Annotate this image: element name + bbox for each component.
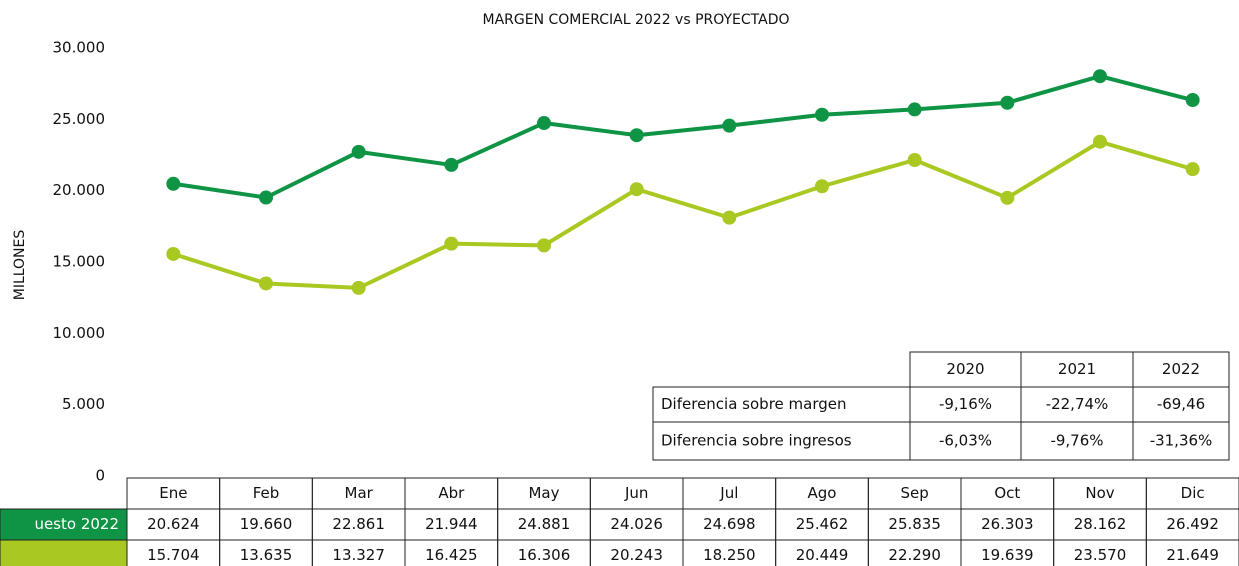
value-label: 19.660 [240, 515, 293, 533]
value-label: 25.835 [888, 515, 941, 533]
data-point [1093, 69, 1107, 84]
data-point [166, 176, 181, 191]
value-label: 25.462 [796, 515, 849, 533]
x-tick-label: Jul [719, 484, 738, 502]
x-tick-label: Oct [994, 484, 1020, 502]
data-point [444, 157, 459, 172]
data-point [722, 210, 737, 225]
chart-title: MARGEN COMERCIAL 2022 vs PROYECTADO [482, 12, 789, 28]
data-point [351, 144, 366, 159]
x-tick-label: Dic [1181, 484, 1205, 502]
value-label: 28.162 [1074, 515, 1127, 533]
legend-swatch [0, 539, 128, 566]
table-row-label: Diferencia sobre ingresos [661, 432, 852, 450]
table-cell-text: -69,46 [1157, 395, 1205, 413]
table-header: 2020 [946, 360, 984, 378]
y-axis-label: MILLONES [12, 230, 28, 301]
value-label: 18.250 [703, 546, 756, 564]
value-label: 22.861 [332, 515, 385, 533]
y-tick-label: 15.000 [53, 253, 106, 271]
value-label: 20.243 [610, 546, 663, 564]
value-label: 13.635 [240, 546, 293, 564]
value-label: 16.425 [425, 546, 478, 564]
value-label: 24.881 [518, 515, 571, 533]
y-tick-label: 20.000 [53, 181, 106, 199]
value-label: 20.449 [796, 546, 849, 564]
legend-swatch [0, 508, 128, 541]
x-tick-label: Mar [345, 484, 374, 502]
y-tick-label: 5.000 [62, 395, 105, 413]
value-label: 24.698 [703, 515, 756, 533]
series-line [173, 74, 1194, 200]
table-cell-text: -31,36% [1150, 432, 1213, 450]
data-point [444, 236, 459, 251]
x-tick-label: Abr [438, 484, 465, 502]
data-point [1000, 95, 1015, 110]
value-label: 24.026 [610, 515, 663, 533]
data-point [537, 116, 551, 131]
value-label: 19.639 [981, 546, 1034, 564]
data-point [815, 179, 829, 194]
data-point [259, 276, 273, 291]
value-label: 13.327 [332, 546, 385, 564]
table-row-label: Diferencia sobre margen [661, 395, 847, 413]
data-point [1093, 134, 1107, 149]
value-label: 23.570 [1074, 546, 1127, 564]
value-label: 21.944 [425, 515, 478, 533]
x-tick-label: Ago [808, 484, 837, 502]
series-line [172, 139, 1194, 290]
data-point [1185, 93, 1200, 108]
x-tick-label: May [528, 484, 559, 502]
value-label: 21.649 [1166, 546, 1219, 564]
y-tick-label: 25.000 [53, 110, 106, 128]
x-tick-label: Ene [159, 484, 187, 502]
table-cell [1132, 421, 1230, 461]
value-label: 26.492 [1166, 515, 1219, 533]
value-label: 22.290 [888, 546, 941, 564]
data-point [629, 182, 644, 197]
data-point [722, 118, 737, 133]
table-cell [1145, 539, 1239, 566]
x-tick-label: Sep [901, 484, 929, 502]
data-point [907, 102, 922, 117]
value-label: 20.624 [147, 515, 200, 533]
data-point [815, 107, 829, 122]
table-cell-text: -9,76% [1050, 432, 1103, 450]
table-header: 2022 [1162, 360, 1200, 378]
data-point [1185, 162, 1200, 177]
table-header: 2021 [1058, 360, 1096, 378]
value-label: 16.306 [518, 546, 571, 564]
x-tick-label: Feb [253, 484, 280, 502]
data-point [629, 128, 644, 143]
value-label: 15.704 [147, 546, 200, 564]
legend-label: uesto 2022 [34, 515, 119, 533]
data-point [259, 190, 273, 205]
y-tick-label: 10.000 [53, 324, 106, 342]
x-tick-label: Jun [624, 484, 648, 502]
y-tick-label: 0 [95, 467, 105, 485]
data-point [907, 152, 922, 167]
table-cell-text: -9,16% [939, 395, 992, 413]
data-point [537, 238, 551, 253]
value-label: 26.303 [981, 515, 1034, 533]
data-point [351, 280, 366, 295]
x-tick-label: Nov [1085, 484, 1114, 502]
table-cell-text: -22,74% [1046, 395, 1109, 413]
data-point [166, 246, 181, 261]
y-tick-label: 30.000 [53, 39, 106, 57]
table-cell-text: -6,03% [939, 432, 992, 450]
data-point [1000, 190, 1015, 205]
